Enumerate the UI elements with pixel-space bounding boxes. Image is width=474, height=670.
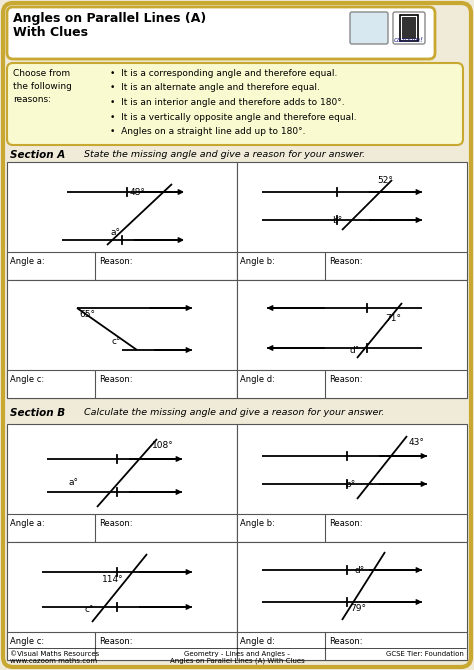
Bar [7, 280, 237, 398]
Text: b°: b° [345, 480, 355, 489]
FancyBboxPatch shape [7, 63, 463, 145]
Text: Angle a:: Angle a: [10, 519, 45, 528]
Bar [237, 514, 467, 542]
Text: 114°: 114° [102, 575, 124, 584]
Bar [237, 252, 467, 280]
Text: Angle a:: Angle a: [10, 257, 45, 266]
Bar [237, 424, 467, 542]
FancyBboxPatch shape [350, 12, 388, 44]
Text: Choose from
the following
reasons:: Choose from the following reasons: [13, 69, 72, 105]
Text: 65°: 65° [79, 310, 95, 319]
Text: Reason:: Reason: [329, 375, 363, 384]
Text: Angle b:: Angle b: [240, 257, 275, 266]
Text: Reason:: Reason: [99, 375, 133, 384]
Text: With Clues: With Clues [13, 26, 88, 39]
Text: Angle d:: Angle d: [240, 637, 275, 646]
Text: •  It is an interior angle and therefore adds to 180°.: • It is an interior angle and therefore … [110, 98, 345, 107]
FancyBboxPatch shape [3, 3, 471, 667]
Text: 43°: 43° [409, 438, 425, 447]
Text: Section B: Section B [10, 408, 65, 418]
Bar [237, 632, 467, 660]
Text: •  It is a corresponding angle and therefore equal.: • It is a corresponding angle and theref… [110, 69, 337, 78]
Bar [7, 424, 237, 542]
Text: •  It is an alternate angle and therefore equal.: • It is an alternate angle and therefore… [110, 84, 320, 92]
Text: b°: b° [332, 216, 342, 225]
Text: cazoom!: cazoom! [394, 37, 424, 43]
Text: Calculate the missing angle and give a reason for your answer.: Calculate the missing angle and give a r… [72, 408, 384, 417]
Text: Angle d:: Angle d: [240, 375, 275, 384]
Text: State the missing angle and give a reason for your answer.: State the missing angle and give a reaso… [72, 150, 365, 159]
Text: a°: a° [69, 478, 79, 487]
Text: 52°: 52° [377, 176, 393, 185]
Text: GCSE Tier: Foundation: GCSE Tier: Foundation [386, 651, 464, 657]
Bar [7, 514, 237, 542]
Text: c°: c° [85, 605, 94, 614]
Bar [7, 632, 237, 660]
Text: •  It is a vertically opposite angle and therefore equal.: • It is a vertically opposite angle and … [110, 113, 356, 121]
Text: 71°: 71° [385, 314, 401, 323]
Bar [7, 542, 237, 660]
FancyBboxPatch shape [7, 7, 435, 59]
Bar [237, 370, 467, 398]
Text: Angle c:: Angle c: [10, 637, 44, 646]
Text: 48°: 48° [130, 188, 146, 197]
Text: Reason:: Reason: [329, 519, 363, 528]
Text: Reason:: Reason: [99, 519, 133, 528]
Text: •  Angles on a straight line add up to 180°.: • Angles on a straight line add up to 18… [110, 127, 306, 136]
Text: Angle c:: Angle c: [10, 375, 44, 384]
Bar [7, 252, 237, 280]
Text: Section A: Section A [10, 150, 65, 160]
Text: d°: d° [355, 566, 365, 575]
FancyBboxPatch shape [393, 12, 425, 44]
Text: Geometry - Lines and Angles -
Angles on Parallel Lines (A) With Clues: Geometry - Lines and Angles - Angles on … [170, 651, 304, 665]
Text: 108°: 108° [152, 441, 174, 450]
Bar [237, 162, 467, 280]
Bar [402, 17, 416, 39]
Text: Reason:: Reason: [329, 637, 363, 646]
Bar [7, 370, 237, 398]
Text: Reason:: Reason: [99, 257, 133, 266]
Text: c°: c° [112, 337, 121, 346]
Bar [237, 542, 467, 660]
Text: 79°: 79° [350, 604, 366, 613]
Text: Reason:: Reason: [99, 637, 133, 646]
Bar [237, 280, 467, 398]
Text: a°: a° [111, 228, 121, 237]
Bar [7, 162, 237, 280]
Text: Angles on Parallel Lines (A): Angles on Parallel Lines (A) [13, 12, 206, 25]
Text: Angle b:: Angle b: [240, 519, 275, 528]
Text: ©Visual Maths Resources
www.cazoom maths.com: ©Visual Maths Resources www.cazoom maths… [10, 651, 99, 664]
Text: Reason:: Reason: [329, 257, 363, 266]
Bar [400, 15, 418, 41]
Text: d°: d° [350, 346, 360, 355]
